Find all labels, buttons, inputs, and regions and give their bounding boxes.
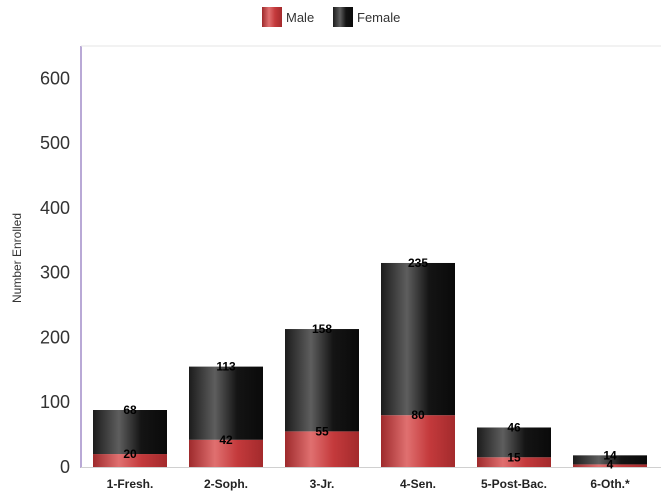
- bar-female[interactable]: [93, 410, 167, 455]
- legend-swatch-female: [333, 7, 353, 27]
- data-label-female: 14: [603, 448, 617, 462]
- x-tick-label: 4-Sen.: [400, 477, 436, 491]
- x-tick-label: 6-Oth.*: [590, 477, 630, 491]
- legend: Male Female: [262, 7, 400, 27]
- legend-item-male[interactable]: Male: [262, 7, 314, 27]
- data-label-male: 55: [315, 424, 329, 438]
- bar-female[interactable]: [189, 366, 263, 440]
- y-tick-label: 300: [40, 263, 70, 283]
- x-tick-label: 1-Fresh.: [107, 477, 154, 491]
- y-axis-label: Number Enrolled: [10, 213, 24, 303]
- data-label-female: 113: [216, 360, 236, 374]
- bar-male[interactable]: [573, 464, 647, 467]
- data-label-female: 235: [408, 256, 428, 270]
- legend-swatch-male: [262, 7, 282, 27]
- data-label-male: 42: [219, 433, 233, 447]
- data-label-female: 46: [507, 420, 521, 434]
- y-tick-label: 100: [40, 392, 70, 412]
- y-tick-label: 400: [40, 198, 70, 218]
- bar-male[interactable]: [285, 431, 359, 467]
- y-tick-label: 200: [40, 327, 70, 347]
- bar-female[interactable]: [285, 329, 359, 432]
- x-tick-label: 2-Soph.: [204, 477, 248, 491]
- bar-male[interactable]: [189, 439, 263, 467]
- y-tick-label: 500: [40, 133, 70, 153]
- legend-label-female: Female: [357, 10, 400, 25]
- bar-male[interactable]: [381, 415, 455, 467]
- data-label-male: 4: [607, 457, 614, 471]
- bar-male[interactable]: [477, 457, 551, 467]
- bars: [93, 262, 647, 467]
- bar-female[interactable]: [381, 262, 455, 416]
- data-label-male: 15: [507, 450, 521, 464]
- legend-label-male: Male: [286, 10, 314, 25]
- data-label-male: 20: [123, 447, 137, 461]
- data-labels: 20 68 42 113 55 158 80 235 15 46 414: [123, 256, 617, 471]
- bar-female[interactable]: [573, 455, 647, 465]
- y-tick-labels: 0 100 200 300 400 500 600: [40, 68, 70, 477]
- bar-female[interactable]: [477, 427, 551, 458]
- y-tick-label: 0: [60, 457, 70, 477]
- data-label-female: 158: [312, 322, 332, 336]
- legend-item-female[interactable]: Female: [333, 7, 400, 27]
- x-tick-label: 3-Jr.: [310, 477, 335, 491]
- bar-male[interactable]: [93, 454, 167, 467]
- x-tick-label: 5-Post-Bac.: [481, 477, 547, 491]
- data-label-female: 68: [123, 403, 137, 417]
- x-tick-labels: 1-Fresh. 2-Soph. 3-Jr. 4-Sen. 5-Post-Bac. 6-O…: [107, 477, 630, 491]
- data-label-male: 80: [411, 408, 425, 422]
- y-tick-label: 600: [40, 68, 70, 88]
